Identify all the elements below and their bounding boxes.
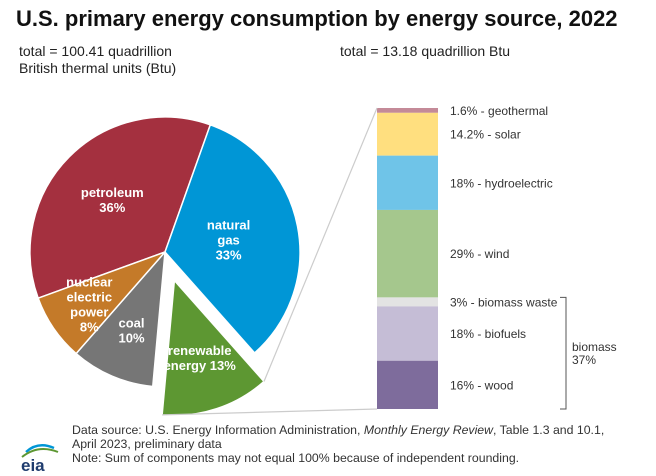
rounding-note: Note: Sum of components may not equal 10… xyxy=(72,451,520,465)
bar-label-wind: 29% - wind xyxy=(450,247,509,261)
pie-slice-petroleum xyxy=(29,116,212,300)
chart-title: U.S. primary energy consumption by energ… xyxy=(16,6,618,31)
eia-logo-arc-1 xyxy=(25,444,55,453)
source-table: , Table 1.3 and 10.1, xyxy=(493,423,605,437)
pie-label-renewable-energy: renewable energy 13% xyxy=(164,343,237,373)
bar-segment-biomass-waste xyxy=(377,297,438,307)
pie-label-petroleum: petroleum 36% xyxy=(81,185,144,215)
eia-logo: eia xyxy=(21,444,59,474)
bar-label-wood: 16% - wood xyxy=(450,378,513,392)
source-publication: Monthly Energy Review xyxy=(363,423,494,437)
source-line: Data source: U.S. Energy Information Adm… xyxy=(72,423,652,437)
source-date: April 2023, preliminary data xyxy=(72,437,222,451)
eia-logo-arc-2 xyxy=(21,447,59,458)
chart-footer: Data source: U.S. Energy Information Adm… xyxy=(72,423,652,465)
biomass-group-label: biomass 37% xyxy=(572,340,617,367)
pie-slice-nuclear-electric-power xyxy=(37,251,166,355)
bar-label-geothermal: 1.6% - geothermal xyxy=(450,104,548,118)
source-text: Data source: U.S. Energy Information Adm… xyxy=(72,423,364,437)
connector-line-bottom xyxy=(162,408,378,416)
bar-segment-hydroelectric xyxy=(377,155,438,210)
bar-label-biomass-waste: 3% - biomass waste xyxy=(450,295,558,309)
pie-slice-natural-gas xyxy=(164,123,301,355)
bar-label-biofuels: 18% - biofuels xyxy=(450,327,526,341)
pie-total-label: total = 100.41 quadrillion British therm… xyxy=(19,43,176,77)
renewable-total-label: total = 13.18 quadrillion Btu xyxy=(340,43,511,59)
chart-area: petroleum 36% natural gas 33% renewable energy… xyxy=(29,104,617,417)
bar-segment-biofuels xyxy=(377,306,438,361)
eia-logo-text: eia xyxy=(21,456,45,474)
bar-label-hydroelectric: 18% - hydroelectric xyxy=(450,176,553,190)
pie-label-nuclear-electric-power: nuclear electric power 8% xyxy=(66,274,112,334)
bar-segment-geothermal xyxy=(377,108,438,113)
pie-total-line-2: British thermal units (Btu) xyxy=(19,60,177,76)
pie-total-line-1: total = 100.41 quadrillion xyxy=(19,43,172,59)
pie-slice-coal xyxy=(75,249,166,388)
pie-label-natural-gas: natural gas 33% xyxy=(207,218,250,263)
pie-label-coal: coal 10% xyxy=(118,316,144,346)
bar-label-solar: 14.2% - solar xyxy=(450,128,521,142)
biomass-bracket xyxy=(560,296,567,410)
bar-segment-wood xyxy=(377,360,438,409)
bar-segment-wind xyxy=(377,209,438,298)
connector-line-top xyxy=(263,107,378,382)
bar-segment-solar xyxy=(377,112,438,156)
